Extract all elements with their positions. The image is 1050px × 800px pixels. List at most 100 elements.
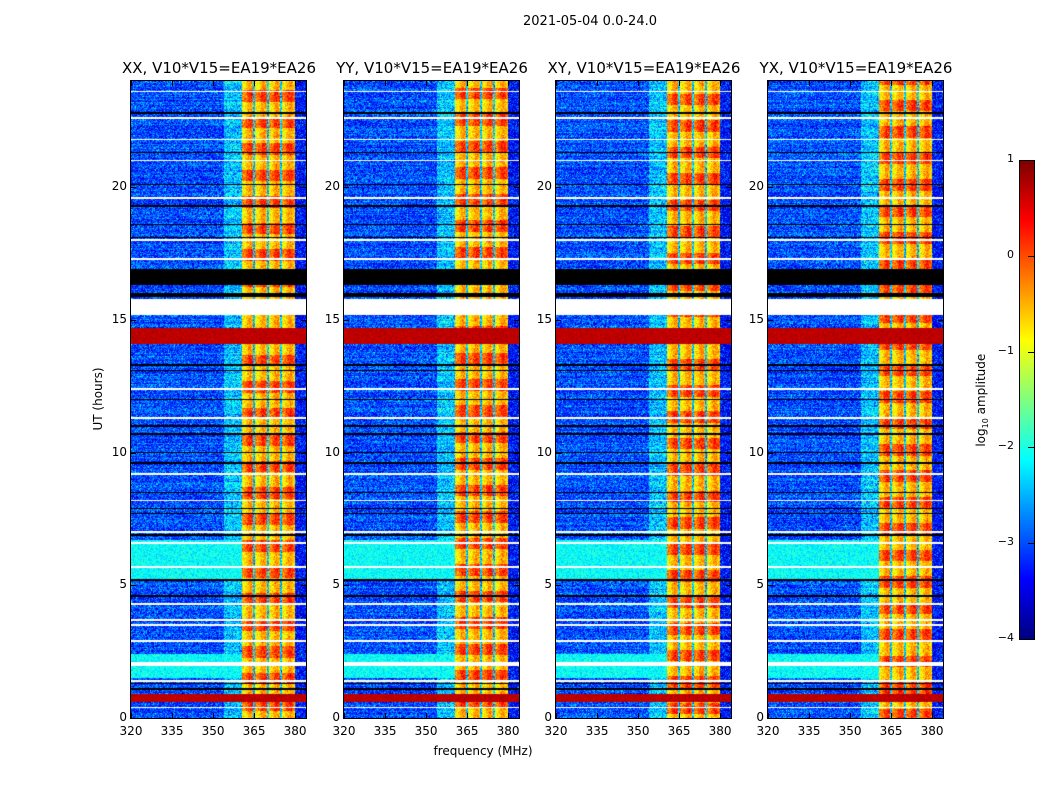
- panel-title: YY, V10*V15=EA19*EA26: [336, 59, 528, 77]
- y-tick-mark: [726, 718, 731, 719]
- y-tick-mark: [768, 319, 773, 321]
- y-tick-mark: [344, 187, 349, 189]
- y-tick-mark: [556, 585, 561, 587]
- x-tick-label: 320: [332, 724, 356, 738]
- y-tick-mark: [556, 319, 561, 321]
- y-tick-mark: [131, 718, 136, 719]
- x-tick-mark: [467, 81, 469, 86]
- y-tick-mark: [344, 452, 349, 454]
- x-tick-mark: [679, 713, 681, 718]
- heatmap-canvas: [768, 81, 943, 718]
- x-tick-label: 365: [879, 724, 903, 738]
- colorbar-label-suffix: amplitude: [973, 353, 988, 419]
- y-tick-label: 0: [756, 710, 764, 724]
- x-tick-label: 335: [160, 724, 184, 738]
- y-tick-mark: [344, 585, 349, 587]
- x-tick-label: 380: [708, 724, 732, 738]
- x-tick-mark: [638, 81, 640, 86]
- x-axis-label: frequency (MHz): [433, 744, 533, 758]
- y-tick-label: 5: [332, 577, 340, 592]
- x-tick-mark: [385, 81, 387, 86]
- x-tick-mark: [385, 713, 387, 718]
- colorbar-label: log10 amplitude: [974, 335, 990, 465]
- panel-title: YX, V10*V15=EA19*EA26: [759, 59, 953, 77]
- y-axis-label: UT (hours): [91, 367, 105, 431]
- x-tick-label: 320: [544, 724, 568, 738]
- colorbar-tick-mark: [1028, 255, 1034, 257]
- x-tick-mark: [295, 81, 297, 86]
- y-tick-label: 0: [544, 710, 552, 724]
- colorbar-tick-label: −1: [997, 343, 1014, 357]
- heatmap-panel: [767, 80, 944, 719]
- x-tick-mark: [254, 713, 256, 718]
- y-tick-label: 15: [324, 311, 340, 326]
- y-tick-mark: [726, 452, 731, 454]
- x-tick-label: 350: [838, 724, 862, 738]
- y-tick-label: 5: [119, 577, 127, 592]
- x-tick-mark: [597, 81, 599, 86]
- heatmap-canvas: [556, 81, 731, 718]
- y-tick-label: 20: [748, 179, 764, 194]
- y-tick-label: 20: [324, 179, 340, 194]
- y-tick-mark: [131, 452, 136, 454]
- y-tick-label: 10: [536, 444, 552, 459]
- x-tick-mark: [131, 713, 132, 718]
- y-tick-mark: [131, 319, 136, 321]
- x-tick-label: 365: [667, 724, 691, 738]
- y-tick-mark: [131, 585, 136, 587]
- x-tick-mark: [556, 81, 557, 86]
- x-tick-label: 335: [585, 724, 609, 738]
- y-tick-mark: [938, 187, 943, 189]
- y-tick-mark: [768, 187, 773, 189]
- x-tick-mark: [508, 81, 510, 86]
- y-tick-mark: [726, 585, 731, 587]
- y-tick-mark: [344, 319, 349, 321]
- y-tick-mark: [726, 319, 731, 321]
- y-tick-mark: [768, 452, 773, 454]
- x-tick-mark: [295, 713, 297, 718]
- colorbar-tick-mark: [1028, 639, 1034, 640]
- colorbar-label-sub: 10: [981, 418, 991, 429]
- y-tick-mark: [768, 585, 773, 587]
- colorbar-tick-mark: [1028, 543, 1034, 545]
- x-tick-mark: [172, 81, 174, 86]
- y-tick-label: 0: [119, 710, 127, 724]
- x-tick-label: 380: [496, 724, 520, 738]
- x-tick-label: 350: [414, 724, 438, 738]
- x-tick-mark: [467, 713, 469, 718]
- x-tick-mark: [213, 81, 215, 86]
- x-tick-mark: [131, 81, 132, 86]
- y-tick-mark: [301, 452, 306, 454]
- y-tick-mark: [131, 187, 136, 189]
- colorbar-tick-label: 1: [1007, 152, 1014, 165]
- y-tick-label: 0: [332, 710, 340, 724]
- x-tick-label: 365: [455, 724, 479, 738]
- y-tick-label: 10: [748, 444, 764, 459]
- y-tick-label: 15: [111, 311, 127, 326]
- x-tick-mark: [426, 713, 428, 718]
- x-tick-mark: [891, 713, 893, 718]
- y-tick-label: 15: [748, 311, 764, 326]
- x-tick-mark: [932, 81, 934, 86]
- x-tick-label: 380: [283, 724, 307, 738]
- y-tick-label: 10: [324, 444, 340, 459]
- y-tick-mark: [301, 187, 306, 189]
- x-tick-label: 335: [797, 724, 821, 738]
- heatmap-canvas: [131, 81, 306, 718]
- x-tick-mark: [768, 713, 769, 718]
- y-tick-mark: [301, 585, 306, 587]
- x-tick-label: 335: [373, 724, 397, 738]
- x-tick-label: 365: [242, 724, 266, 738]
- x-tick-mark: [850, 81, 852, 86]
- y-tick-mark: [344, 718, 349, 719]
- y-tick-label: 5: [544, 577, 552, 592]
- colorbar-tick-label: −3: [997, 535, 1014, 549]
- x-tick-mark: [720, 713, 722, 718]
- y-tick-mark: [556, 452, 561, 454]
- heatmap-canvas: [344, 81, 519, 718]
- y-tick-label: 20: [111, 179, 127, 194]
- x-tick-mark: [932, 713, 934, 718]
- y-tick-mark: [556, 187, 561, 189]
- x-tick-mark: [344, 81, 345, 86]
- x-tick-label: 350: [201, 724, 225, 738]
